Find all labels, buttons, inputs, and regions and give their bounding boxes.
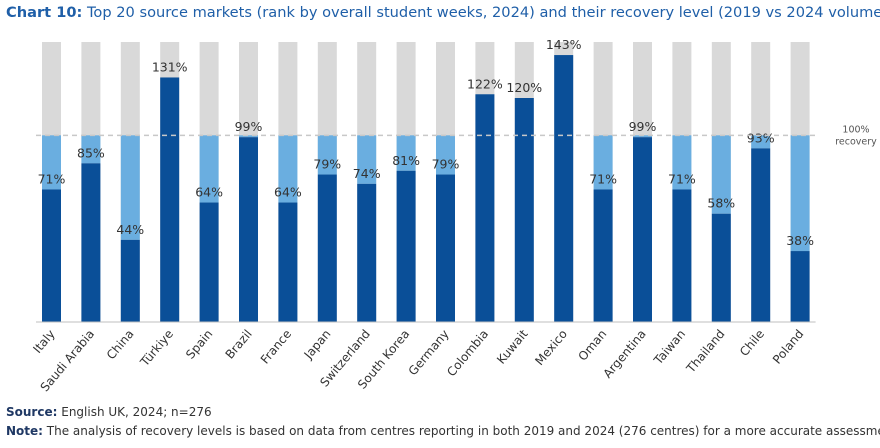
- bar-shortfall: [396, 135, 416, 171]
- value-label: 64%: [195, 185, 223, 200]
- bar-value: [751, 148, 771, 322]
- bar-value: [436, 174, 455, 322]
- value-label: 79%: [432, 157, 460, 172]
- source-label: Source:: [6, 405, 58, 419]
- bar-shortfall: [81, 135, 101, 164]
- category-label: Thailand: [683, 327, 728, 376]
- reference-label-value: 100%: [842, 124, 869, 135]
- category-label: Taiwan: [651, 327, 689, 368]
- bar-shortfall: [436, 135, 455, 175]
- value-label: 131%: [152, 59, 188, 74]
- bar-shortfall: [593, 135, 613, 190]
- bar-value: [42, 189, 61, 322]
- value-label: 79%: [313, 157, 341, 172]
- category-label: Colombia: [444, 327, 491, 379]
- category-label: France: [258, 327, 294, 367]
- value-label: 71%: [589, 171, 617, 186]
- bar-value: [317, 174, 337, 322]
- bar-value: [160, 77, 180, 322]
- value-label: 81%: [392, 153, 420, 168]
- bar-value: [81, 163, 101, 322]
- bar-shortfall: [711, 135, 731, 214]
- category-label: China: [104, 327, 137, 362]
- bar-shortfall: [790, 135, 810, 252]
- bar-shortfall: [239, 135, 258, 138]
- value-label: 64%: [274, 185, 302, 200]
- value-label: 120%: [506, 80, 542, 95]
- value-label: 122%: [467, 76, 503, 91]
- category-label: Italy: [30, 327, 57, 356]
- bar-shortfall: [317, 135, 337, 175]
- bar-value: [357, 183, 377, 322]
- value-label: 58%: [707, 196, 735, 211]
- bar-value: [593, 189, 613, 322]
- bar-value: [711, 213, 731, 322]
- note-line: Note: The analysis of recovery levels is…: [6, 424, 880, 438]
- note-text: The analysis of recovery levels is based…: [46, 424, 880, 438]
- bar-shortfall: [120, 135, 140, 240]
- category-label: Japan: [301, 327, 334, 362]
- category-label: Kuwait: [494, 327, 531, 367]
- value-label: 85%: [77, 145, 105, 160]
- category-label: Mexico: [532, 327, 570, 368]
- bar-shortfall: [357, 135, 377, 184]
- bar-value: [239, 137, 258, 322]
- bar-value: [790, 251, 810, 322]
- bar-value: [396, 170, 416, 322]
- category-label: Spain: [183, 327, 215, 362]
- value-label: 99%: [235, 119, 263, 134]
- reference-label-text: recovery: [835, 136, 877, 147]
- bar-shortfall: [633, 135, 652, 138]
- bar-value: [633, 137, 652, 322]
- bar-shortfall: [278, 135, 298, 203]
- bar-value: [278, 202, 298, 322]
- category-label: Brazil: [223, 327, 255, 362]
- bar-value: [514, 98, 534, 322]
- value-label: 74%: [353, 166, 381, 181]
- source-line: Source: English UK, 2024; n=276: [6, 405, 212, 419]
- value-label: 71%: [38, 171, 66, 186]
- value-label: 143%: [546, 37, 582, 52]
- bar-shortfall: [672, 135, 692, 190]
- value-label: 71%: [668, 171, 696, 186]
- value-label: 93%: [747, 130, 775, 145]
- bar-value: [120, 239, 140, 322]
- bar-value: [672, 189, 692, 322]
- value-label: 99%: [629, 119, 657, 134]
- bar-shortfall: [42, 135, 61, 190]
- category-label: Poland: [770, 327, 806, 367]
- bar-value: [199, 202, 219, 322]
- chart-title: Chart 10: Top 20 source markets (rank by…: [6, 4, 880, 21]
- value-label: 38%: [786, 233, 814, 248]
- bar-value: [475, 94, 495, 323]
- value-label: 44%: [116, 222, 144, 237]
- bar-shortfall: [751, 135, 771, 149]
- category-label: Türkiye: [137, 327, 176, 370]
- bar-shortfall: [199, 135, 219, 203]
- chart-title-text: Top 20 source markets (rank by overall s…: [87, 4, 880, 21]
- bar-value: [554, 55, 574, 323]
- note-label: Note:: [6, 424, 43, 438]
- category-label: Oman: [575, 327, 609, 364]
- category-label: Chile: [737, 327, 767, 359]
- chart-title-label: Chart 10:: [6, 4, 83, 21]
- source-text: English UK, 2024; n=276: [61, 405, 212, 419]
